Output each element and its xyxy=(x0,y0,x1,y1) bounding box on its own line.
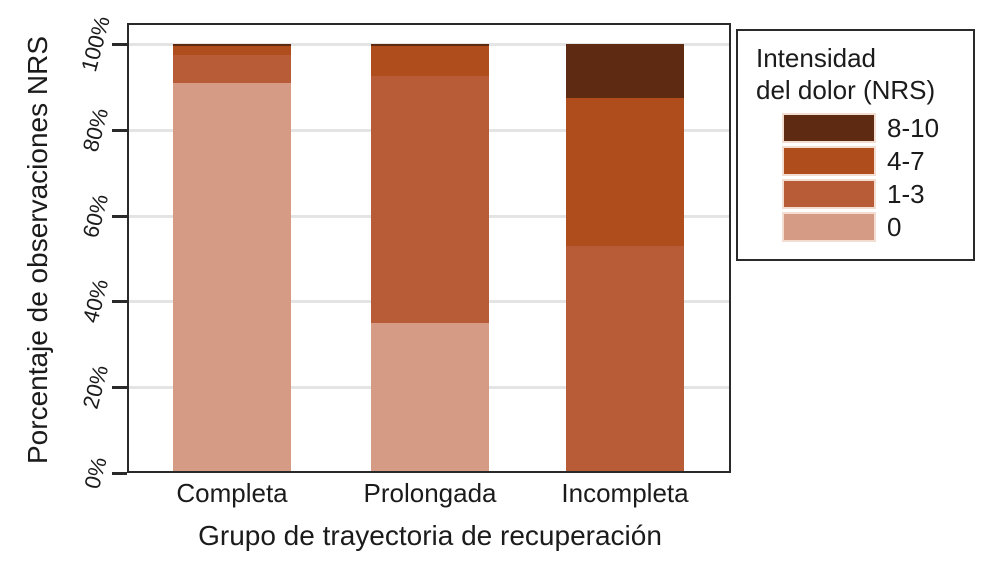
legend-entry-nrs-1-3: 1-3 xyxy=(784,178,973,209)
bar-segment-prolongada-nrs-8-10 xyxy=(371,44,489,47)
y-tick-label-40: 40% xyxy=(77,276,114,326)
y-axis-title: Porcentaje de observaciones NRS xyxy=(22,35,53,465)
y-tick-label-20: 20% xyxy=(77,362,114,412)
y-tick-label-100: 100% xyxy=(76,13,115,75)
legend-label-nrs-4-7: 4-7 xyxy=(887,145,925,176)
x-category-label-completa: Completa xyxy=(176,478,288,508)
legend-swatch-nrs-8-10 xyxy=(784,115,874,142)
bar-segment-completa-nrs-4-7 xyxy=(173,46,291,55)
y-tick-label-60: 60% xyxy=(77,190,114,240)
y-axis-tick-80 xyxy=(112,128,127,132)
bar-segment-prolongada-nrs-4-7 xyxy=(371,46,489,77)
legend-entry-nrs-0: 0 xyxy=(784,211,973,242)
bar-segment-incompleta-nrs-4-7 xyxy=(566,97,684,246)
legend-entry-nrs-8-10: 8-10 xyxy=(784,112,973,143)
legend-title-line2: del dolor (NRS) xyxy=(756,74,936,105)
legend-entry-nrs-4-7: 4-7 xyxy=(784,145,973,176)
bar-incompleta xyxy=(566,44,684,473)
bar-segment-incompleta-nrs-8-10 xyxy=(566,44,684,98)
y-axis-tick-20 xyxy=(112,386,127,390)
x-axis-title: Grupo de trayectoria de recuperación xyxy=(198,520,662,551)
bar-prolongada xyxy=(371,44,489,473)
bar-segment-incompleta-nrs-1-3 xyxy=(566,245,684,473)
bar-segment-prolongada-nrs-1-3 xyxy=(371,76,489,323)
legend-entries: 8-10 4-7 1-3 0 xyxy=(738,112,973,242)
y-axis-tick-100 xyxy=(112,43,127,46)
legend-swatch-nrs-1-3 xyxy=(784,181,874,208)
legend-label-nrs-0: 0 xyxy=(887,211,902,242)
y-tick-label-80: 80% xyxy=(77,105,114,155)
bar-segment-completa-nrs-8-10 xyxy=(173,44,291,47)
bar-segment-completa-nrs-1-3 xyxy=(173,54,291,83)
y-axis-tick-0 xyxy=(112,472,127,475)
plot-area xyxy=(127,23,731,473)
x-category-label-prolongada: Prolongada xyxy=(363,478,497,508)
legend-swatch-nrs-4-7 xyxy=(784,148,874,175)
legend-box: Intensidad del dolor (NRS) 8-10 4-7 1-3 0 xyxy=(736,29,975,261)
y-axis-tick-40 xyxy=(112,300,127,304)
x-category-label-incompleta: Incompleta xyxy=(561,478,689,508)
legend-label-nrs-8-10: 8-10 xyxy=(887,112,940,143)
bar-segment-prolongada-nrs-0 xyxy=(371,322,489,473)
legend-swatch-nrs-0 xyxy=(784,214,874,241)
legend-title: Intensidad del dolor (NRS) xyxy=(738,31,973,106)
legend-title-line1: Intensidad xyxy=(756,43,876,73)
bar-completa xyxy=(173,44,291,473)
legend-label-nrs-1-3: 1-3 xyxy=(887,178,925,209)
y-axis-tick-60 xyxy=(112,214,127,218)
bar-segment-completa-nrs-0 xyxy=(173,82,291,473)
y-tick-label-0: 0% xyxy=(79,454,112,492)
